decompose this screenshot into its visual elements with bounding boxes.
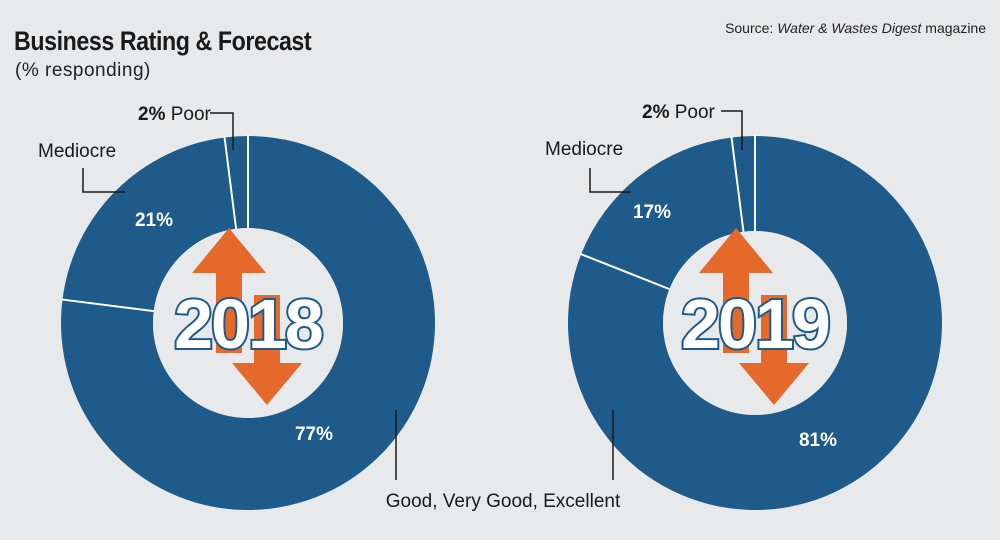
callout-poor: 2% Poor [642,102,716,123]
leader-line-mediocre [589,168,631,193]
leader-line-poor [210,112,234,150]
category-label-mediocre: Mediocre [545,139,623,160]
year-label: 2018 [174,285,322,363]
arrow-up-icon [699,228,773,353]
chart-subtitle: (% responding) [15,60,151,81]
year-label: 2019 [681,285,829,363]
data-label-good: 81% [799,430,837,451]
data-label-good: 77% [295,424,333,445]
data-label-mediocre: 21% [135,210,173,231]
category-label-mediocre: Mediocre [38,141,116,162]
donut-2018: 2018 21% 77% 2% Poor Mediocre [38,104,436,510]
donut-2019: 2019 17% 81% 2% Poor Mediocre [545,102,942,511]
data-label-poor: 2% [138,104,166,125]
slice-separator [223,136,238,229]
slice-separator [61,298,154,313]
source-suffix: magazine [921,20,986,36]
data-label-poor: 2% [642,102,670,123]
source-publication: Water & Wastes Digest [777,20,922,36]
chart-title: Business Rating & Forecast [14,26,312,56]
slice-poor [224,136,248,229]
arrow-down-icon [232,295,302,405]
slice-mediocre [581,137,744,290]
slice-mediocre [62,137,237,312]
callout-poor: 2% Poor [138,104,212,125]
slice-good [568,136,942,511]
slice-good [61,136,436,510]
source-prefix: Source: [725,20,778,36]
source-credit: Source: Water & Wastes Digest magazine [725,20,986,36]
slice-separator [730,136,745,232]
category-label-good: Good, Very Good, Excellent [386,491,621,512]
arrow-down-icon [739,295,809,405]
category-label-poor: Poor [165,104,211,125]
leader-line-poor [721,110,743,150]
slice-separator [579,252,670,291]
leader-line-mediocre [82,168,125,193]
data-label-mediocre: 17% [633,202,671,223]
slice-poor [731,136,755,232]
arrow-up-icon [192,228,266,353]
category-label-poor: Poor [669,102,715,123]
